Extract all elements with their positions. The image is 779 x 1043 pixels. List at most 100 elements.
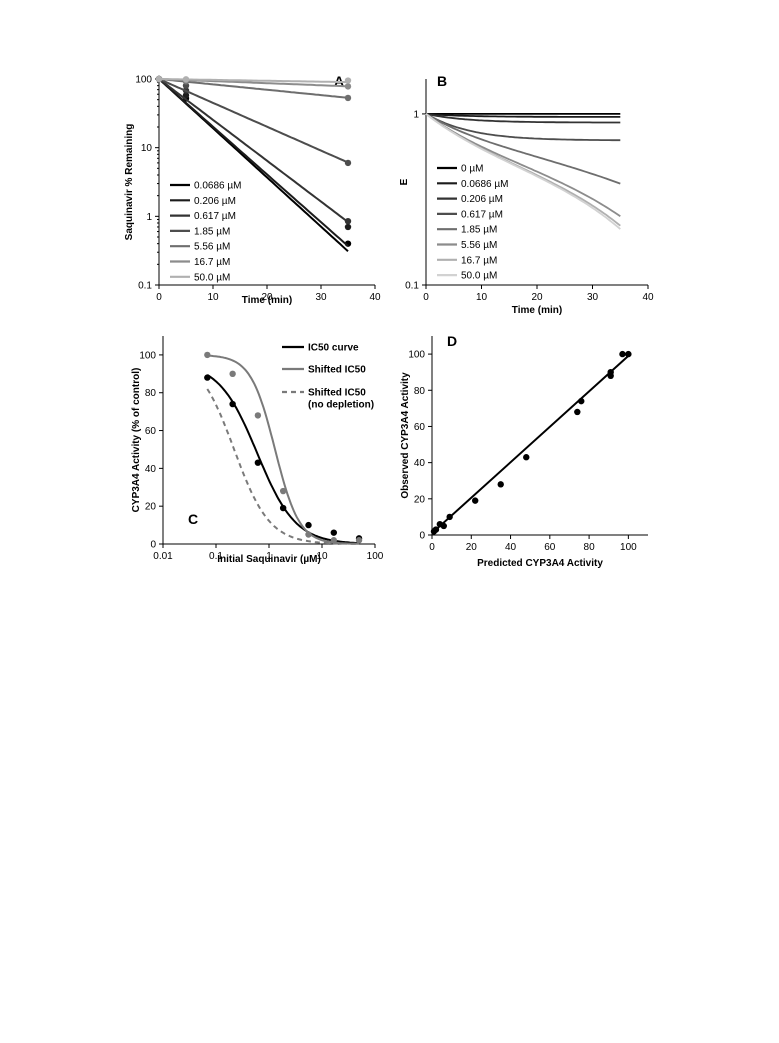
x-tick-label: 40 (369, 292, 381, 303)
data-point (344, 217, 352, 225)
x-tick-label: 100 (367, 551, 384, 562)
legend-line: IC50 curve (308, 343, 359, 354)
data-point (344, 223, 352, 231)
y-axis-label: Saquinavir % Remaining (124, 124, 135, 241)
x-tick-label: 10 (476, 292, 488, 303)
x-tick-label: 80 (584, 542, 596, 553)
y-tick-label: 0.1 (405, 281, 419, 292)
x-tick-label: 30 (587, 292, 599, 303)
data-point (330, 537, 338, 544)
x-tick-label: 20 (531, 292, 543, 303)
legend-label: 5.56 µM (194, 242, 230, 253)
series-line (425, 113, 621, 124)
x-tick-label: 0 (423, 292, 429, 303)
series-line (425, 113, 621, 185)
y-tick-label: 40 (145, 464, 157, 475)
legend-label: Shifted IC50 (no depletion) (308, 388, 374, 411)
y-tick-label: 0 (150, 540, 156, 551)
y-tick-label: 80 (145, 388, 157, 399)
data-point (497, 481, 504, 488)
data-point (229, 370, 236, 378)
y-axis-label: E (399, 178, 410, 185)
x-tick-label: 20 (261, 292, 273, 303)
y-tick-label: 1 (146, 212, 152, 223)
y-tick-label: 0 (419, 531, 425, 542)
data-point (305, 531, 312, 538)
legend-label: 0.206 µM (194, 196, 236, 207)
panel-label: B (437, 73, 447, 89)
y-tick-label: 60 (145, 426, 157, 437)
fit-curve (206, 388, 359, 545)
legend-label: 50.0 µM (194, 272, 230, 283)
data-point (523, 454, 530, 461)
legend-label: 16.7 µM (461, 255, 497, 266)
data-point (619, 350, 626, 358)
data-point (432, 526, 440, 533)
data-point (279, 487, 287, 495)
data-point (344, 77, 352, 84)
legend-line: Shifted IC50 (308, 365, 366, 376)
data-point (607, 368, 614, 376)
data-point (344, 94, 352, 102)
y-tick-label: 60 (414, 422, 426, 433)
y-tick-label: 80 (414, 386, 426, 397)
x-axis-label: Time (min) (512, 305, 562, 316)
y-tick-label: 0.1 (138, 281, 152, 292)
data-point (625, 350, 632, 358)
fit-line (431, 355, 630, 534)
data-point (155, 75, 163, 83)
y-tick-label: 100 (135, 75, 152, 86)
legend-label: 50.0 µM (461, 271, 497, 282)
x-tick-label: 0.1 (209, 551, 223, 562)
x-tick-label: 0 (156, 292, 162, 303)
series-line (158, 78, 349, 99)
data-point (229, 400, 236, 408)
x-tick-label: 40 (505, 542, 517, 553)
data-point (344, 83, 352, 90)
data-point (279, 504, 287, 512)
legend-label: 0.0686 µM (461, 179, 508, 190)
data-point (182, 92, 190, 99)
legend-label: 0.617 µM (461, 209, 503, 220)
data-point (440, 522, 447, 530)
x-tick-label: 40 (642, 292, 654, 303)
panel-label: C (188, 511, 198, 527)
x-axis-label: Time (min) (242, 295, 292, 306)
legend-label: 1.85 µM (194, 226, 230, 237)
data-point (254, 412, 262, 419)
legend-label: 16.7 µM (194, 257, 230, 268)
y-tick-label: 20 (414, 494, 426, 505)
y-tick-label: 10 (141, 143, 153, 154)
y-axis-label: CYP3A4 Activity (% of control) (131, 368, 142, 513)
x-tick-label: 1 (266, 551, 272, 562)
legend-label: 0.0686 µM (194, 181, 241, 192)
x-tick-label: 30 (315, 292, 327, 303)
y-axis-label: Observed CYP3A4 Activity (400, 372, 411, 499)
series-line (158, 78, 349, 247)
x-tick-label: 10 (316, 551, 328, 562)
y-tick-label: 20 (145, 502, 157, 513)
data-point (182, 76, 190, 83)
legend-label: 0.617 µM (194, 211, 236, 222)
legend-label: 0 µM (461, 164, 483, 175)
legend-line: Shifted IC50 (308, 388, 366, 399)
legend-label: 0.206 µM (461, 194, 503, 205)
data-point (204, 374, 211, 381)
legend-label: 1.85 µM (461, 225, 497, 236)
legend-label: 5.56 µM (461, 240, 497, 251)
data-point (578, 397, 585, 405)
y-tick-label: 1 (413, 109, 419, 120)
series-line (425, 113, 621, 118)
legend-line: (no depletion) (308, 400, 374, 411)
x-axis-label: Initial Saquinavir (µM) (217, 554, 321, 565)
series-line (159, 78, 348, 84)
x-axis-label: Predicted CYP3A4 Activity (477, 558, 603, 569)
x-tick-label: 20 (466, 542, 478, 553)
legend-label: IC50 curve (308, 343, 359, 354)
y-tick-label: 40 (414, 458, 426, 469)
x-tick-label: 100 (620, 542, 637, 553)
panel-label: D (447, 333, 457, 349)
data-point (330, 529, 338, 536)
data-point (204, 351, 211, 359)
